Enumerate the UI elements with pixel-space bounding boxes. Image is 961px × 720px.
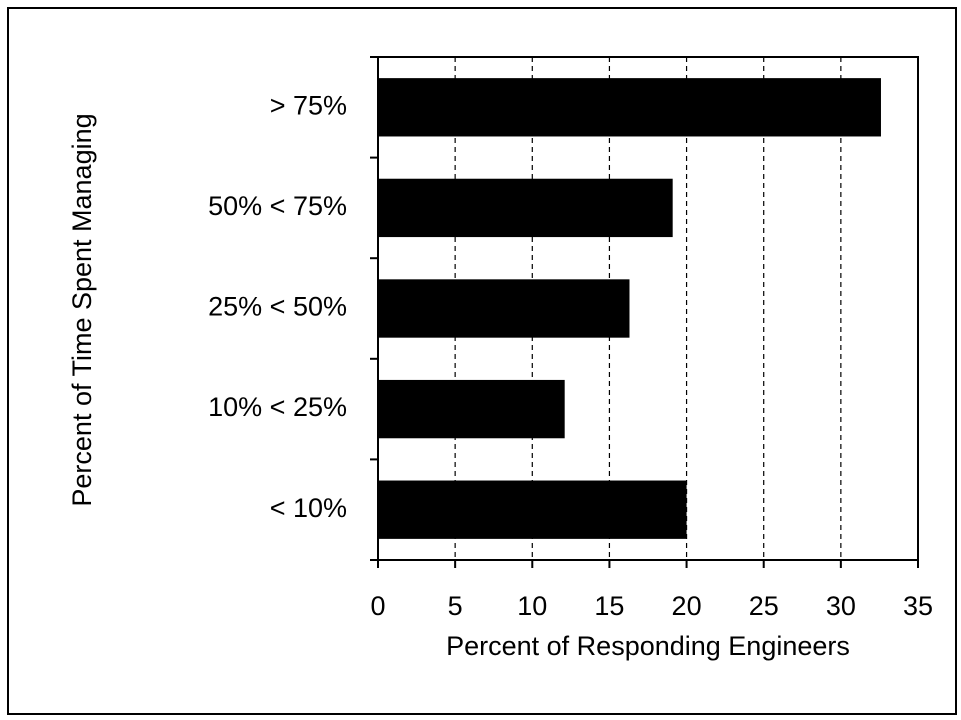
x-tick-label: 30 <box>826 591 856 621</box>
y-tick-label: 10% < 25% <box>208 392 347 422</box>
x-tick-label: 0 <box>370 591 385 621</box>
frame <box>7 7 957 715</box>
bar <box>378 279 630 338</box>
x-tick-label: 15 <box>594 591 624 621</box>
y-tick-label: < 10% <box>270 493 347 523</box>
bar <box>378 480 687 539</box>
bar <box>378 78 881 137</box>
x-axis-label: Percent of Responding Engineers <box>446 631 850 661</box>
y-tick-label: 25% < 50% <box>208 292 347 322</box>
x-tick-label: 5 <box>448 591 463 621</box>
y-tick-label: > 75% <box>270 90 347 120</box>
bar <box>378 178 673 238</box>
x-tick-label: 10 <box>517 591 547 621</box>
bar <box>378 379 565 439</box>
x-tick-label: 35 <box>903 591 933 621</box>
y-axis-label: Percent of Time Spent Managing <box>67 113 97 506</box>
y-tick-label: 50% < 75% <box>208 191 347 221</box>
x-tick-label: 25 <box>749 591 779 621</box>
x-tick-label: 20 <box>672 591 702 621</box>
